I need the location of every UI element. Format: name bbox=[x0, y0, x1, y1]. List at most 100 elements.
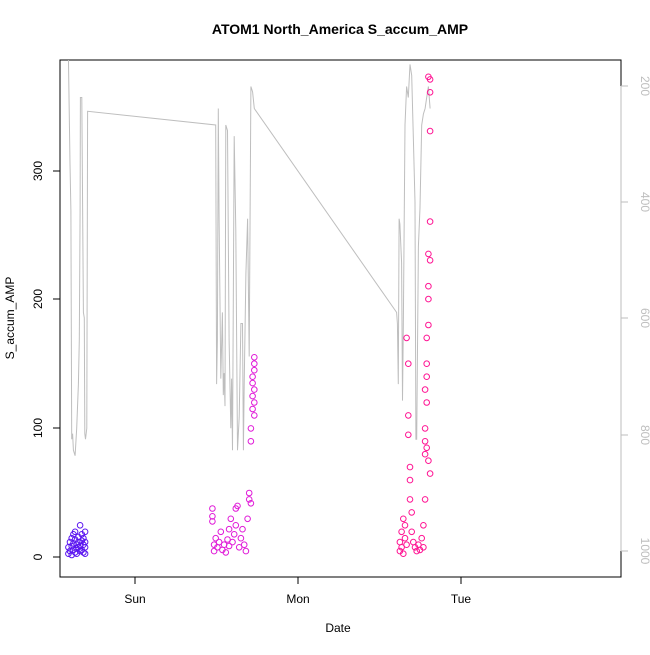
data-point bbox=[421, 450, 429, 458]
y-tick-label-100: 100 bbox=[31, 418, 45, 438]
data-point bbox=[71, 528, 79, 536]
data-point bbox=[244, 515, 251, 523]
y-right-tick-label-800: 800 bbox=[638, 425, 650, 445]
data-point bbox=[401, 522, 409, 529]
data-point bbox=[413, 547, 421, 555]
data-point bbox=[237, 534, 245, 542]
data-point bbox=[76, 547, 84, 555]
data-point bbox=[251, 360, 258, 368]
data-point bbox=[425, 73, 432, 81]
data-point bbox=[420, 522, 427, 529]
data-point bbox=[398, 544, 405, 551]
data-point bbox=[235, 544, 243, 551]
data-point bbox=[421, 386, 429, 393]
data-point bbox=[230, 531, 238, 538]
data-point bbox=[247, 500, 255, 507]
y-right-tick-label-1000: 1000 bbox=[638, 538, 650, 565]
data-point bbox=[242, 547, 250, 555]
data-point bbox=[66, 538, 74, 546]
y-tick-label-300: 300 bbox=[31, 161, 45, 181]
data-point bbox=[239, 525, 246, 533]
y-right-tick-label-400: 400 bbox=[638, 192, 650, 212]
y-axis-label: S_accum_AMP bbox=[3, 277, 17, 360]
data-point bbox=[423, 360, 431, 368]
data-point bbox=[406, 476, 414, 484]
data-point bbox=[423, 373, 431, 381]
data-point bbox=[421, 425, 429, 432]
data-point bbox=[251, 366, 258, 374]
data-point bbox=[426, 470, 434, 477]
data-point bbox=[225, 542, 233, 550]
data-point bbox=[251, 386, 258, 393]
data-point bbox=[421, 438, 429, 445]
data-point bbox=[234, 502, 241, 510]
data-point bbox=[76, 522, 84, 529]
data-point bbox=[423, 444, 431, 452]
data-point bbox=[408, 509, 416, 516]
data-point bbox=[405, 431, 412, 439]
data-point bbox=[229, 538, 236, 546]
data-point bbox=[251, 399, 258, 406]
data-point bbox=[249, 373, 256, 381]
data-point bbox=[251, 354, 258, 361]
data-point bbox=[423, 334, 431, 342]
data-point bbox=[249, 405, 256, 413]
data-point bbox=[251, 412, 258, 419]
data-point bbox=[425, 282, 432, 290]
data-point bbox=[209, 505, 216, 512]
data-point bbox=[400, 515, 407, 523]
data-point bbox=[212, 534, 219, 542]
data-point bbox=[421, 496, 429, 503]
chart-title: ATOM1 North_America S_accum_AMP bbox=[212, 21, 468, 37]
x-tick-label-sun: Sun bbox=[124, 592, 145, 606]
data-point bbox=[245, 489, 253, 497]
data-point bbox=[225, 525, 233, 533]
data-point bbox=[405, 412, 412, 419]
data-point bbox=[81, 550, 89, 558]
data-point bbox=[227, 515, 235, 523]
data-point bbox=[426, 218, 434, 225]
x-tick-label-tue: Tue bbox=[451, 592, 472, 606]
data-point bbox=[232, 522, 240, 529]
data-point bbox=[80, 534, 87, 542]
data-point bbox=[209, 518, 216, 525]
data-point bbox=[247, 438, 255, 445]
line-series-layer bbox=[67, 60, 431, 456]
data-point bbox=[215, 538, 223, 546]
data-point bbox=[403, 334, 410, 342]
data-point bbox=[425, 250, 432, 258]
data-point bbox=[249, 392, 256, 400]
data-point bbox=[408, 528, 416, 536]
data-point bbox=[247, 425, 255, 432]
data-point bbox=[398, 528, 405, 536]
data-point bbox=[400, 550, 407, 558]
data-point bbox=[425, 321, 432, 329]
data-point bbox=[240, 541, 248, 549]
y-right-tick-label-200: 200 bbox=[638, 76, 650, 96]
data-point bbox=[426, 257, 434, 264]
data-point bbox=[81, 538, 89, 546]
data-point bbox=[249, 379, 256, 387]
x-axis-label: Date bbox=[325, 621, 351, 635]
points-layer bbox=[65, 73, 434, 559]
data-point bbox=[425, 457, 432, 465]
data-point bbox=[405, 360, 412, 368]
data-point bbox=[210, 547, 218, 555]
data-point bbox=[81, 528, 89, 536]
data-point bbox=[401, 534, 409, 542]
data-point bbox=[420, 544, 427, 551]
data-point bbox=[217, 528, 225, 536]
data-point bbox=[423, 399, 431, 406]
data-point bbox=[222, 549, 230, 556]
y-tick-label-0: 0 bbox=[31, 553, 45, 560]
data-point bbox=[403, 541, 410, 549]
y-right-tick-label-600: 600 bbox=[638, 308, 650, 328]
data-point bbox=[406, 496, 414, 503]
y-tick-label-200: 200 bbox=[31, 289, 45, 309]
data-point bbox=[418, 534, 426, 542]
plot-frame bbox=[59, 59, 622, 578]
right-axis-line-series bbox=[67, 60, 431, 456]
data-point bbox=[406, 463, 414, 471]
data-point bbox=[224, 536, 231, 543]
